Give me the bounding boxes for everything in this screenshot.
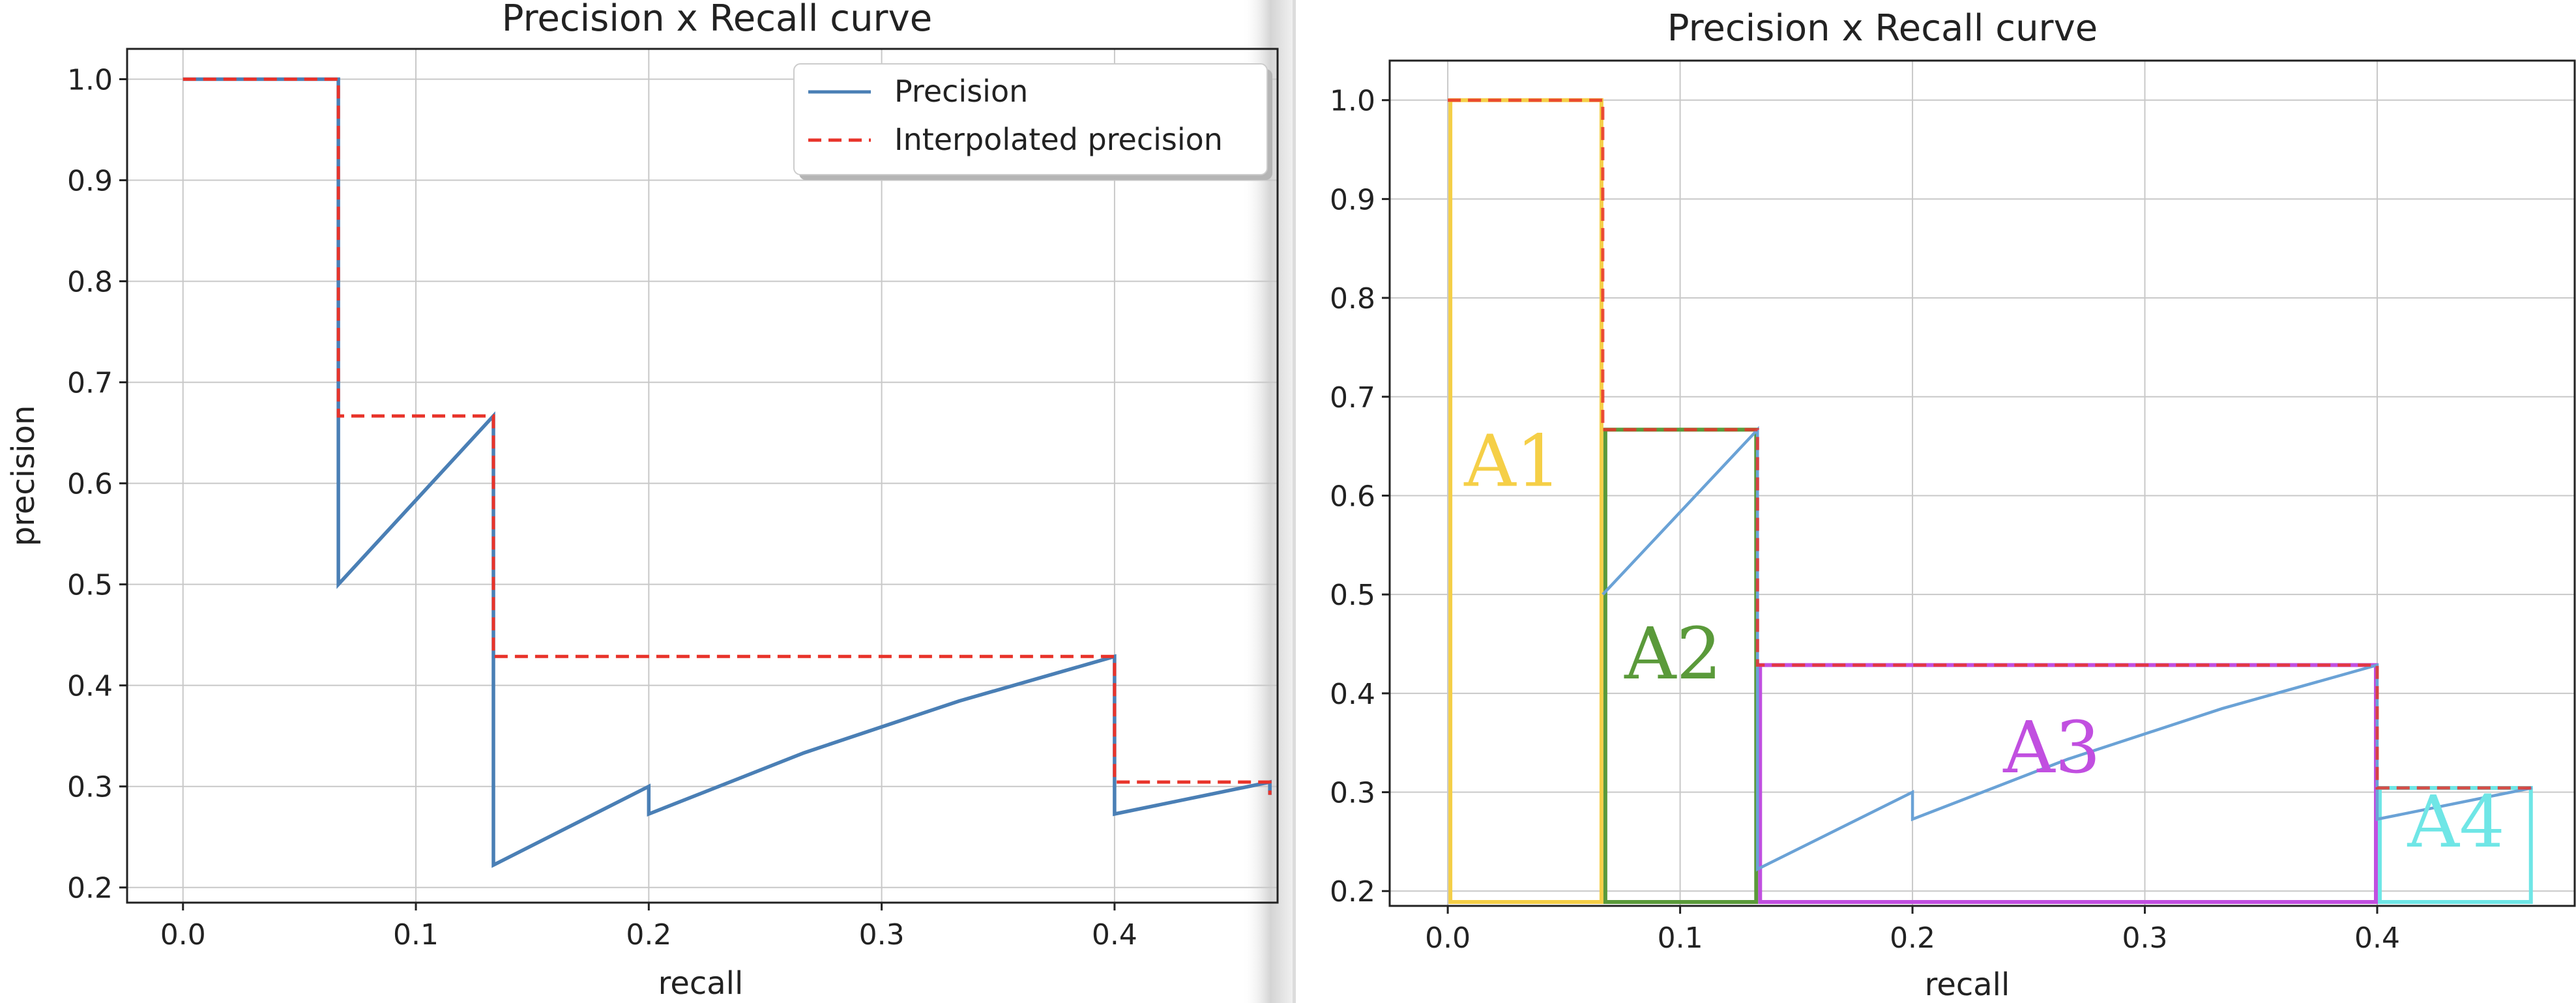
y-tick-label: 0.2 <box>67 872 113 905</box>
legend-interpolated-label: Interpolated precision <box>894 122 1223 157</box>
x-tick-label: 0.1 <box>1658 922 1703 955</box>
y-tick-label: 0.7 <box>1330 381 1375 414</box>
chart-right-axes-frame <box>1388 59 2576 907</box>
y-tick-label: 0.5 <box>1330 579 1375 612</box>
chart-left-precision-recall: Precision x Recall curve 0.0 0.1 0.2 0.3 0.4… <box>5 0 1279 1002</box>
area-label-a2: A2 <box>1624 612 1721 695</box>
y-tick-label: 0.6 <box>67 468 113 501</box>
interpolated-precision-line <box>183 78 1272 795</box>
chart-left-series <box>183 77 1272 868</box>
y-tick-label: 0.3 <box>67 771 113 804</box>
x-tick-label: 0.0 <box>160 918 206 952</box>
y-tick-label: 0.2 <box>1330 875 1375 909</box>
chart-left-ticks: 0.0 0.1 0.2 0.3 0.4 0.2 0.3 0.4 0.5 0.6 0.7 0.8 0.9 1… <box>67 64 1137 952</box>
chart-left-grid <box>127 49 1278 903</box>
y-tick-label: 0.8 <box>1330 282 1375 315</box>
x-tick-label: 0.2 <box>626 918 671 952</box>
y-tick-label: 0.4 <box>1330 678 1375 711</box>
y-tick-label: 0.7 <box>67 367 113 400</box>
chart-right-x-axis-label: recall <box>1925 967 2010 1003</box>
y-tick-label: 0.5 <box>67 569 113 602</box>
chart-left-x-axis-label: recall <box>658 965 744 1002</box>
x-tick-label: 0.4 <box>2354 922 2400 955</box>
area-label-a3: A3 <box>2002 706 2100 789</box>
area-region-a4 <box>2378 786 2533 904</box>
legend-precision-label: Precision <box>894 74 1028 109</box>
area-label-a1: A1 <box>1463 419 1561 502</box>
y-tick-label: 0.9 <box>67 165 113 198</box>
chart-left-legend: Precision Interpolated precision <box>793 63 1272 180</box>
y-tick-label: 0.3 <box>1330 777 1375 810</box>
area-region-a1 <box>1448 98 1603 905</box>
y-tick-label: 0.9 <box>1330 183 1375 216</box>
y-tick-label: 0.6 <box>1330 480 1375 513</box>
chart-right-grid <box>1390 61 2575 906</box>
chart-right-series <box>1448 98 2533 872</box>
x-tick-label: 0.3 <box>859 918 905 952</box>
legend-box <box>793 63 1268 175</box>
x-tick-label: 0.4 <box>1092 918 1137 952</box>
chart-left-y-axis-label: precision <box>5 405 42 547</box>
chart-right-precision-recall-areas: Precision x Recall curve 0.0 0.1 0.2 0.3 0.4… <box>1330 7 2576 1003</box>
area-label-a4: A4 <box>2407 780 2504 864</box>
x-tick-label: 0.0 <box>1425 922 1471 955</box>
y-tick-label: 1.0 <box>1330 85 1375 118</box>
chart-left-title: Precision x Recall curve <box>502 0 932 40</box>
y-tick-label: 0.4 <box>67 670 113 703</box>
x-tick-label: 0.1 <box>393 918 439 952</box>
chart-right-region-labels: A1 A2 A3 A4 <box>1463 419 2505 864</box>
chart-right-title: Precision x Recall curve <box>1667 7 2098 50</box>
panel-divider-line <box>1293 0 1296 1003</box>
x-tick-label: 0.3 <box>2122 922 2168 955</box>
precision-line <box>183 77 1272 868</box>
chart-right-ticks: 0.0 0.1 0.2 0.3 0.4 0.2 0.3 0.4 0.5 0.6 0.7 0.8 0.9 1… <box>1330 85 2400 955</box>
chart-right-area-regions <box>1448 98 2533 905</box>
y-tick-label: 1.0 <box>67 64 113 97</box>
x-tick-label: 0.2 <box>1890 922 1935 955</box>
y-tick-label: 0.8 <box>67 266 113 299</box>
interpolated-precision-line <box>1448 98 2532 790</box>
chart-left-axes-frame <box>126 48 1279 904</box>
